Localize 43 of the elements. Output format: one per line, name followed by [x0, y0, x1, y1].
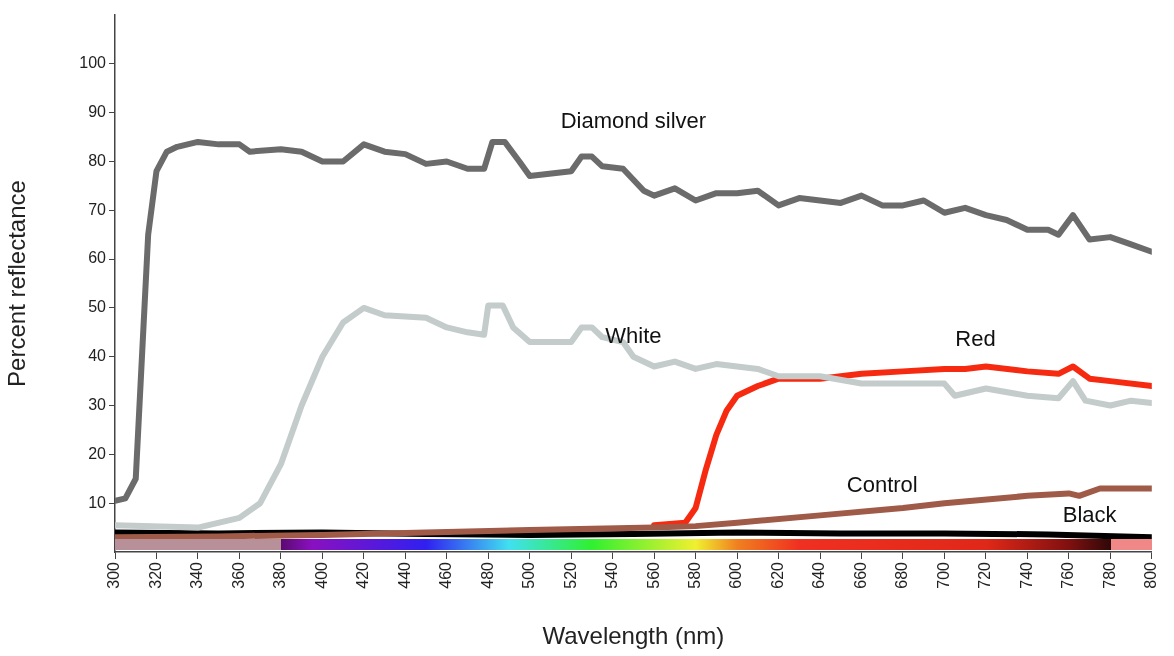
- x-tick-label: 500: [520, 561, 538, 589]
- x-tick-label: 480: [478, 561, 496, 589]
- x-tick-label: 760: [1059, 561, 1077, 589]
- x-tick-label: 780: [1100, 561, 1118, 589]
- x-tick-label: 680: [893, 561, 911, 589]
- x-tick-label: 740: [1017, 561, 1035, 589]
- x-tick-label: 700: [934, 561, 952, 589]
- x-tick-label: 540: [603, 561, 621, 589]
- x-tick-label: 300: [105, 561, 123, 589]
- x-tick-label: 600: [727, 561, 745, 589]
- x-tick-label: 560: [644, 561, 662, 589]
- y-tick-label: 60: [88, 249, 107, 267]
- x-tick-label: 320: [146, 561, 164, 589]
- series-label: Red: [955, 325, 996, 351]
- y-tick-label: 10: [88, 493, 107, 511]
- y-tick-label: 40: [88, 347, 107, 365]
- y-axis-title: Percent reflectance: [3, 180, 31, 387]
- x-tick-label: 720: [976, 561, 994, 589]
- x-tick-label: 440: [395, 561, 413, 589]
- x-tick-label: 360: [229, 561, 247, 589]
- y-tick-label: 20: [88, 444, 107, 462]
- x-tick-label: 800: [1142, 561, 1160, 589]
- x-tick-label: 460: [437, 561, 455, 589]
- x-tick-label: 640: [810, 561, 828, 589]
- x-tick-label: 520: [561, 561, 579, 589]
- series-label: Diamond silver: [560, 107, 707, 133]
- y-tick-label: 90: [88, 103, 107, 121]
- x-tick-label: 660: [851, 561, 869, 589]
- x-tick-label: 380: [271, 561, 289, 589]
- series-label: Black: [1062, 501, 1118, 527]
- x-tick-label: 420: [354, 561, 372, 589]
- y-tick-label: 70: [88, 200, 107, 218]
- x-tick-label: 340: [188, 561, 206, 589]
- y-tick-label: 50: [88, 298, 107, 316]
- y-tick-label: 30: [88, 395, 107, 413]
- x-tick-label: 580: [686, 561, 704, 589]
- x-tick-label: 620: [768, 561, 786, 589]
- x-axis-title: Wavelength (nm): [542, 622, 725, 650]
- y-tick-label: 100: [79, 54, 107, 72]
- series-label: Control: [846, 471, 918, 497]
- x-tick-label: 400: [312, 561, 330, 589]
- series-label: White: [605, 322, 662, 348]
- y-tick-label: 80: [88, 151, 107, 169]
